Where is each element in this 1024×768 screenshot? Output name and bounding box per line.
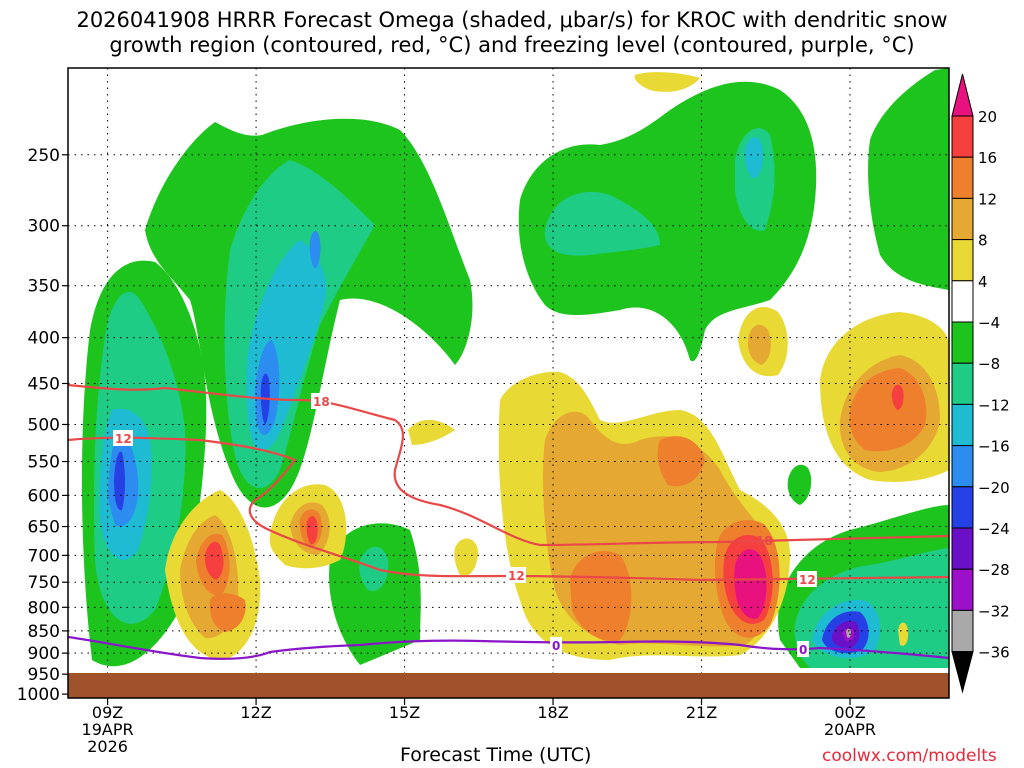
contour-label: 12 <box>115 432 132 446</box>
y-tick-label: 950 <box>28 665 60 685</box>
colorbar-label: 4 <box>978 273 988 291</box>
colorbar-swatch <box>951 445 974 488</box>
x-tick-year-label: 2026 <box>87 737 128 756</box>
y-tick-label: 550 <box>28 453 60 473</box>
y-tick-label: 400 <box>28 329 60 349</box>
colorbar: 20 16 12 8 4 −4 −8 −12 −16 −20 −24 −28 −32 −36 <box>951 73 1010 694</box>
y-tick-label: 900 <box>28 644 60 664</box>
y-tick-label: 750 <box>28 573 60 593</box>
omega-yellow-small1 <box>408 419 455 445</box>
colorbar-swatch <box>951 568 974 611</box>
y-tick-label: 350 <box>28 277 60 297</box>
colorbar-label: −8 <box>978 355 1000 373</box>
contour-label: 0 <box>552 639 560 653</box>
contour-label: 18 <box>313 395 330 409</box>
colorbar-label: −36 <box>978 644 1010 662</box>
x-tick-label: 15Z <box>389 703 420 722</box>
y-tick-label: 1000 <box>17 685 60 705</box>
colorbar-swatch <box>951 321 974 364</box>
x-tick-label: 18Z <box>537 703 568 722</box>
x-tick-date-label: 20APR <box>824 720 876 739</box>
omega-red-left2 <box>306 516 318 545</box>
omega-region-small <box>787 464 812 505</box>
x-axis-title: Forecast Time (UTC) <box>400 744 592 766</box>
colorbar-swatch <box>951 527 974 570</box>
x-tick-label: 09Z <box>92 703 123 722</box>
colorbar-label: 8 <box>978 232 988 250</box>
chart-title-line2: growth region (contoured, red, °C) and f… <box>109 33 915 57</box>
x-tick-date-label: 19APR <box>82 720 134 739</box>
omega-orange-lowleft <box>209 593 246 632</box>
colorbar-swatch <box>951 362 974 405</box>
dgz-contour-lower <box>68 436 949 582</box>
colorbar-label: −12 <box>978 396 1010 414</box>
omega-deeporange-main2 <box>657 436 705 487</box>
contour-label: 12 <box>508 569 525 583</box>
colorbar-label: −20 <box>978 479 1010 497</box>
omega-deeporange-main <box>570 551 632 641</box>
colorbar-label: −24 <box>978 520 1010 538</box>
contour-label-layer: 18 12 12 12 18 0 0 <box>113 393 817 657</box>
y-tick-label: 600 <box>28 486 60 506</box>
y-tick-label: 300 <box>28 217 60 237</box>
omega-magenta-rightcol <box>734 549 767 619</box>
colorbar-swatch <box>951 403 974 447</box>
omega-red-left <box>204 541 224 580</box>
colorbar-label: −4 <box>978 314 1000 332</box>
contour-label: 12 <box>799 573 816 587</box>
omega-blue2-west <box>114 451 125 511</box>
y-tick-label: 500 <box>28 415 60 435</box>
colorbar-swatch <box>951 197 974 241</box>
omega-red-right <box>891 384 904 410</box>
y-tick-label: 450 <box>28 374 60 394</box>
colorbar-label: −16 <box>978 438 1010 456</box>
y-axis: 2503003504004505005506006507007508008509… <box>17 146 68 705</box>
omega-orange-rightsmall <box>747 324 771 365</box>
colorbar-swatch <box>951 156 974 199</box>
omega-deeporange-right <box>849 368 927 452</box>
credit-link[interactable]: coolwx.com/modelts <box>822 746 997 766</box>
omega-cyan-rightcol <box>744 137 763 179</box>
omega-region-far-right <box>868 68 949 290</box>
omega-teal-mid <box>359 546 389 591</box>
x-tick-label: 00Z <box>834 703 865 722</box>
y-tick-label: 850 <box>28 622 60 642</box>
colorbar-label: 16 <box>978 149 997 167</box>
colorbar-swatch <box>951 486 974 529</box>
omega-yellow-top <box>634 72 700 92</box>
contour-label: 0 <box>799 643 807 657</box>
x-tick-label: 21Z <box>686 703 717 722</box>
colorbar-label: 12 <box>978 190 997 208</box>
omega-blue-upper2 <box>309 231 321 269</box>
colorbar-arrow-top <box>951 73 974 117</box>
colorbar-label: −32 <box>978 602 1010 620</box>
colorbar-arrow-bottom <box>951 651 974 694</box>
omega-grey-lowright <box>846 628 851 638</box>
omega-teal-high-right <box>544 191 660 256</box>
ground-fill <box>68 673 949 698</box>
dgz-contour-upper <box>68 383 949 547</box>
grid <box>68 68 949 698</box>
y-tick-label: 800 <box>28 598 60 618</box>
omega-yellow-small2 <box>454 538 478 577</box>
omega-region-mid <box>329 523 421 665</box>
colorbar-swatch <box>951 280 974 323</box>
colorbar-swatch <box>951 115 974 158</box>
colorbar-swatch <box>951 609 974 653</box>
chart-title-line1: 2026041908 HRRR Forecast Omega (shaded, … <box>76 8 948 32</box>
omega-yellow-tiny <box>898 622 909 646</box>
colorbar-label: −28 <box>978 561 1010 579</box>
x-tick-label: 12Z <box>240 703 271 722</box>
omega-shading <box>81 68 949 668</box>
colorbar-swatch <box>951 239 974 282</box>
y-tick-label: 700 <box>28 546 60 566</box>
y-tick-label: 250 <box>28 146 60 166</box>
colorbar-label: 20 <box>978 108 997 126</box>
y-tick-label: 650 <box>28 518 60 538</box>
contour-label: 18 <box>756 534 773 548</box>
